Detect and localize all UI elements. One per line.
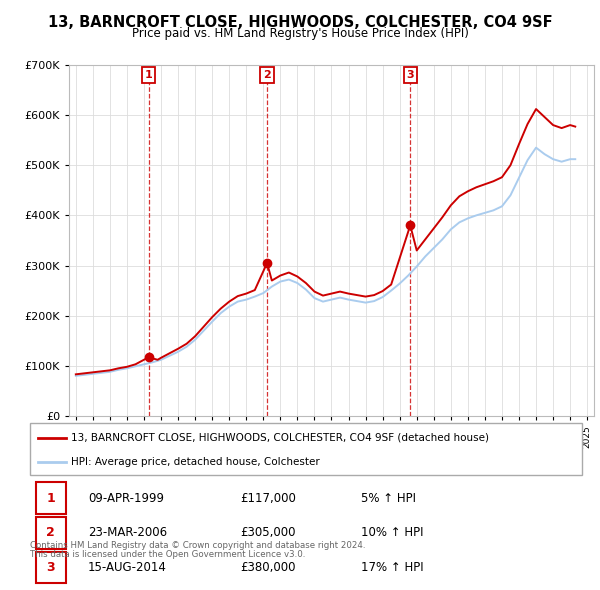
Text: 23-MAR-2006: 23-MAR-2006	[88, 526, 167, 539]
Text: HPI: Average price, detached house, Colchester: HPI: Average price, detached house, Colc…	[71, 457, 320, 467]
Text: Price paid vs. HM Land Registry's House Price Index (HPI): Price paid vs. HM Land Registry's House …	[131, 27, 469, 40]
Text: 5% ↑ HPI: 5% ↑ HPI	[361, 491, 416, 504]
Text: 1: 1	[145, 70, 152, 80]
Text: 3: 3	[46, 561, 55, 574]
Text: 17% ↑ HPI: 17% ↑ HPI	[361, 561, 424, 574]
Text: £117,000: £117,000	[240, 491, 296, 504]
Text: 15-AUG-2014: 15-AUG-2014	[88, 561, 167, 574]
Text: 13, BARNCROFT CLOSE, HIGHWOODS, COLCHESTER, CO4 9SF: 13, BARNCROFT CLOSE, HIGHWOODS, COLCHEST…	[47, 15, 553, 30]
Text: 3: 3	[406, 70, 414, 80]
Text: 09-APR-1999: 09-APR-1999	[88, 491, 164, 504]
Text: This data is licensed under the Open Government Licence v3.0.: This data is licensed under the Open Gov…	[30, 550, 305, 559]
Text: 13, BARNCROFT CLOSE, HIGHWOODS, COLCHESTER, CO4 9SF (detached house): 13, BARNCROFT CLOSE, HIGHWOODS, COLCHEST…	[71, 432, 490, 442]
Text: £305,000: £305,000	[240, 526, 295, 539]
Text: Contains HM Land Registry data © Crown copyright and database right 2024.: Contains HM Land Registry data © Crown c…	[30, 541, 365, 550]
Bar	[35, 517, 66, 549]
Text: 10% ↑ HPI: 10% ↑ HPI	[361, 526, 424, 539]
Text: £380,000: £380,000	[240, 561, 295, 574]
Text: 1: 1	[46, 491, 55, 504]
Text: 2: 2	[46, 526, 55, 539]
Text: 2: 2	[263, 70, 271, 80]
Bar	[35, 483, 66, 514]
Bar	[35, 552, 66, 583]
